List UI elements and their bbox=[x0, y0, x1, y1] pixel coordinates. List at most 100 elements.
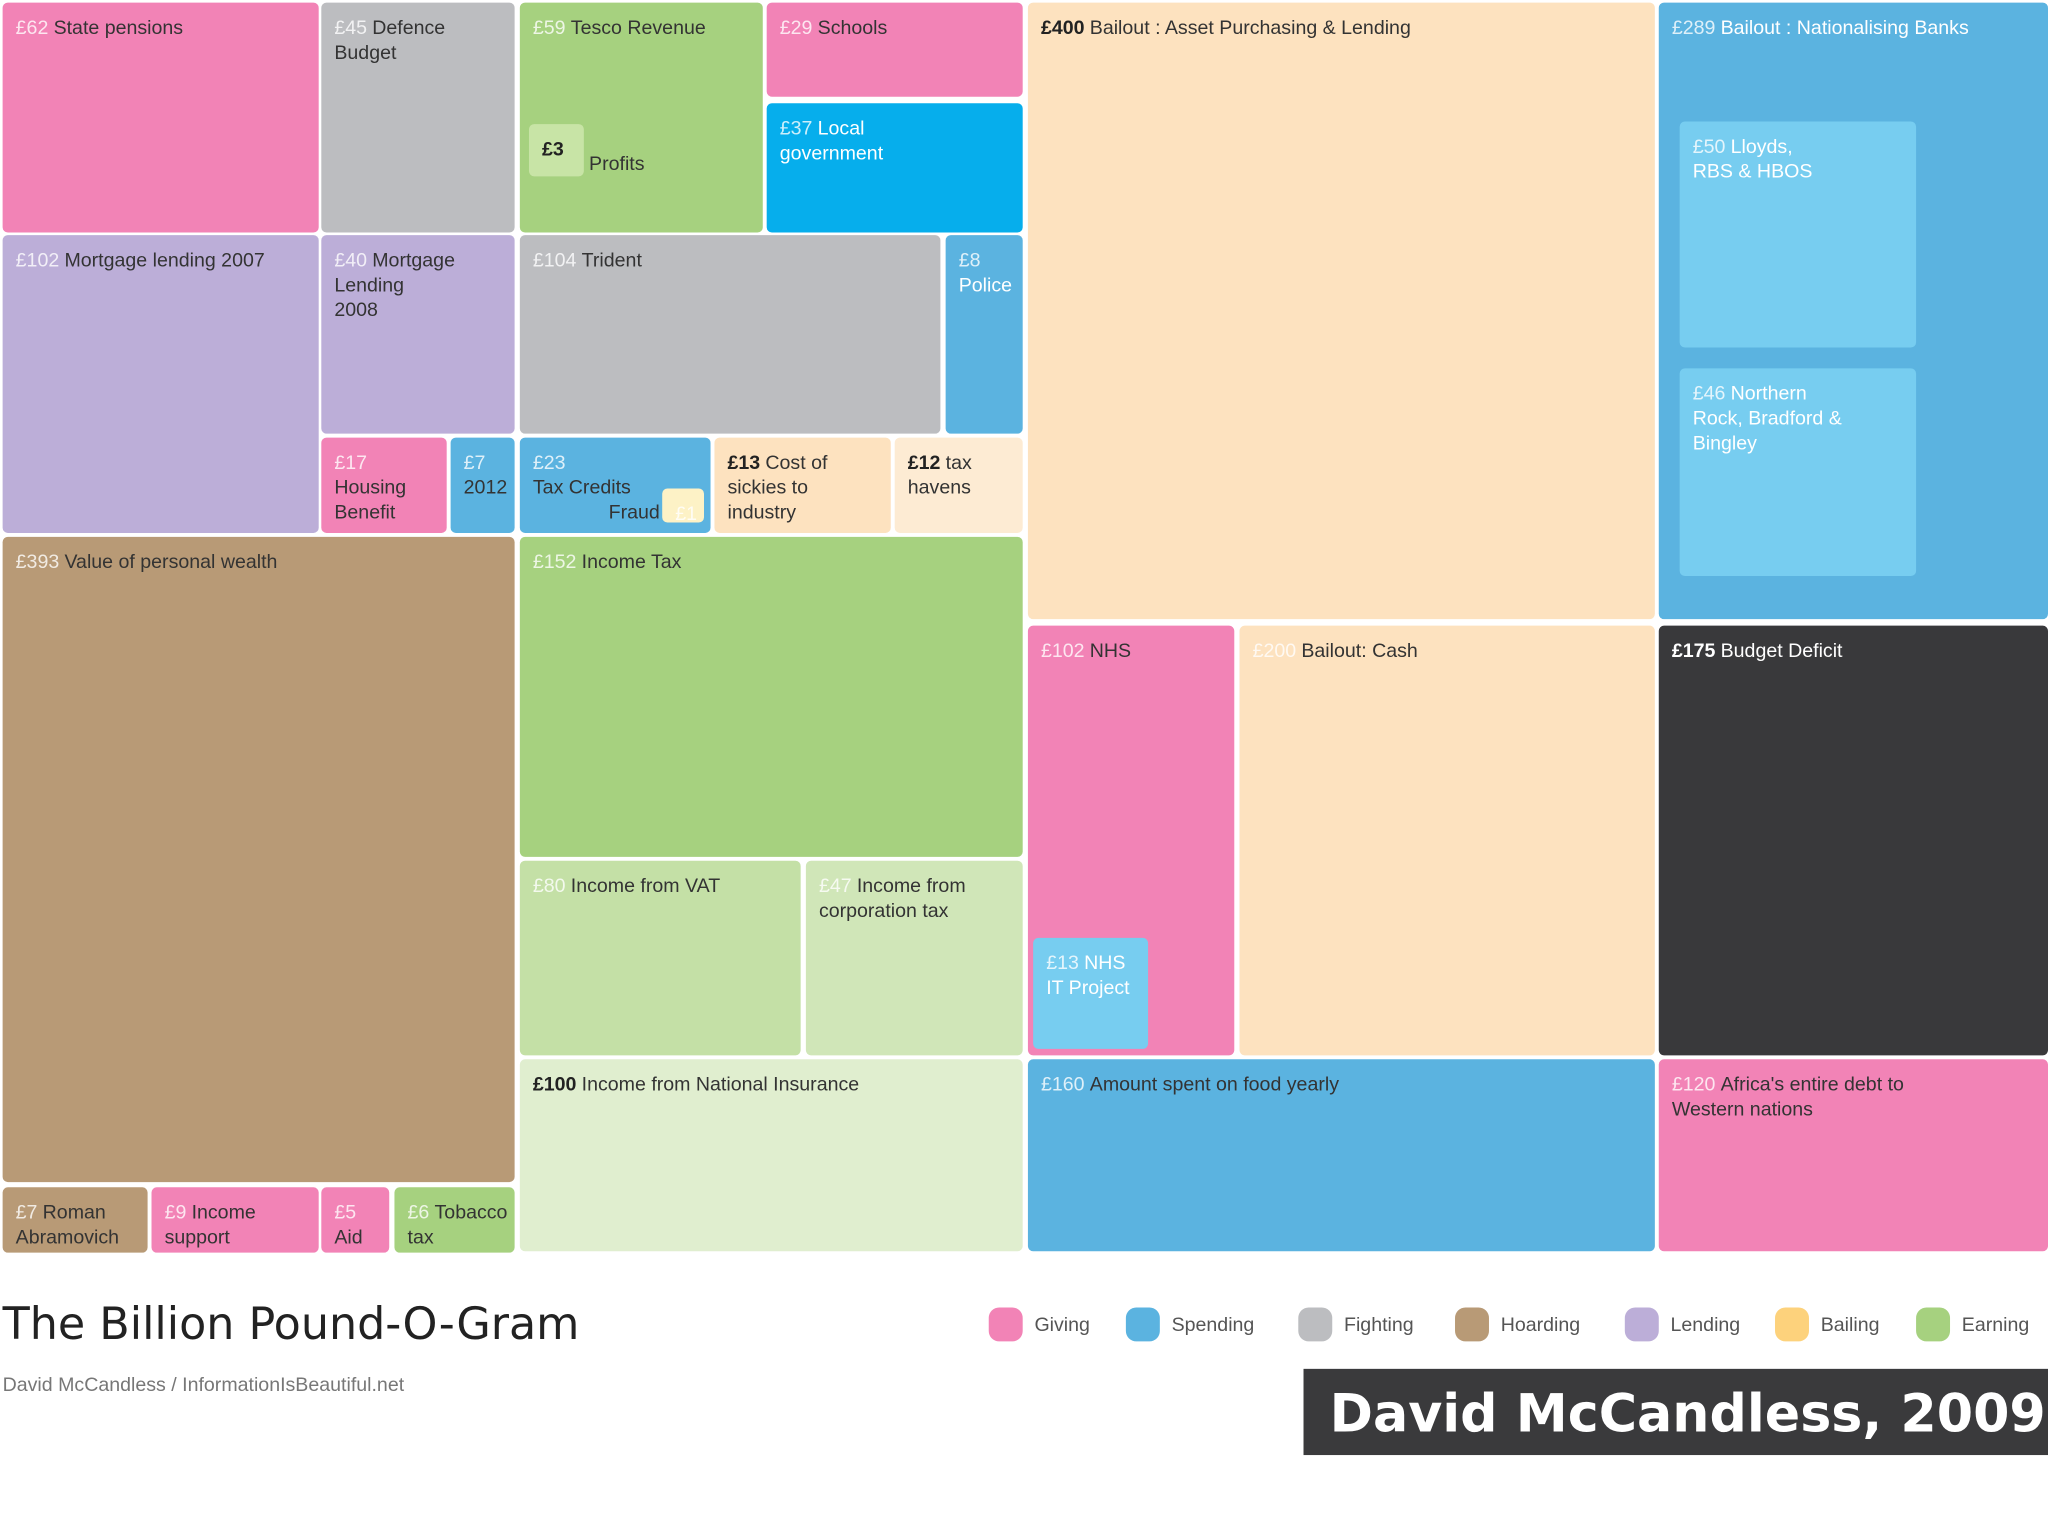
label: Schools bbox=[818, 17, 888, 39]
block-label: £12 tax bbox=[908, 452, 972, 474]
amount: £8 bbox=[959, 249, 981, 271]
label: Profits bbox=[589, 153, 645, 175]
label: Mortgage bbox=[372, 249, 455, 271]
legend-label: Giving bbox=[1034, 1314, 1090, 1336]
block-label: £80 Income from VAT bbox=[533, 875, 720, 897]
block-group: £7 2012 bbox=[450, 437, 515, 533]
byline: David McCandless / InformationIsBeautifu… bbox=[3, 1374, 405, 1396]
label: Abramovich bbox=[16, 1226, 119, 1248]
label: Tesco Revenue bbox=[571, 17, 706, 39]
amount: £152 bbox=[533, 551, 577, 573]
block bbox=[945, 235, 1023, 434]
label: corporation tax bbox=[819, 900, 949, 922]
block bbox=[1027, 1059, 1655, 1252]
label: Value of personal wealth bbox=[64, 551, 277, 573]
sub-block bbox=[662, 488, 704, 523]
amount: £5 bbox=[334, 1202, 356, 1224]
block bbox=[1658, 625, 2048, 1056]
block bbox=[2, 2, 319, 233]
block-group: £104 Trident bbox=[519, 235, 941, 434]
block-label: £104 Trident bbox=[533, 249, 643, 271]
label: Bailout : Nationalising Banks bbox=[1721, 17, 1969, 39]
legend-swatch bbox=[1455, 1307, 1489, 1342]
label: Bailout : Asset Purchasing & Lending bbox=[1090, 17, 1411, 39]
block bbox=[2, 536, 515, 1183]
label: support bbox=[165, 1226, 231, 1248]
block-label: £29 Schools bbox=[780, 17, 888, 39]
label: IT Project bbox=[1046, 977, 1130, 999]
sub-block bbox=[1679, 368, 1917, 577]
amount: £62 bbox=[16, 17, 49, 39]
block-group: £62 State pensions bbox=[2, 2, 319, 233]
block bbox=[1027, 2, 1655, 620]
legend-swatch bbox=[1298, 1307, 1333, 1342]
block bbox=[151, 1187, 319, 1253]
block-label: £400 Bailout : Asset Purchasing & Lending bbox=[1041, 17, 1411, 39]
label: 2008 bbox=[334, 299, 378, 321]
block bbox=[321, 235, 515, 434]
block bbox=[2, 1187, 148, 1253]
legend-label: Fighting bbox=[1344, 1314, 1414, 1336]
label: Budget bbox=[334, 42, 397, 64]
amount: £23 bbox=[533, 452, 566, 474]
legend-label: Hoarding bbox=[1501, 1314, 1580, 1336]
amount: £13 bbox=[1046, 952, 1079, 974]
block-group: £100 Income from National Insurance bbox=[519, 1059, 1023, 1252]
block-label: £23 bbox=[533, 452, 566, 474]
block bbox=[519, 1059, 1023, 1252]
block-label: £175 Budget Deficit bbox=[1672, 640, 1843, 662]
block-label: £50 Lloyds, bbox=[1693, 136, 1793, 158]
label: RBS & HBOS bbox=[1693, 161, 1813, 183]
block-label: £152 Income Tax bbox=[533, 551, 682, 573]
label: Lloyds, bbox=[1731, 136, 1793, 158]
label: Cost of bbox=[765, 452, 828, 474]
label: State pensions bbox=[54, 17, 184, 39]
block bbox=[321, 2, 515, 233]
credit-box bbox=[1303, 1368, 2048, 1456]
label: Rock, Bradford & bbox=[1693, 408, 1842, 430]
amount: £47 bbox=[819, 875, 852, 897]
legend-swatch bbox=[988, 1307, 1023, 1342]
label: sickies to bbox=[728, 477, 809, 499]
label: Income Tax bbox=[582, 551, 682, 573]
block bbox=[321, 1187, 390, 1253]
label: Roman bbox=[43, 1202, 106, 1224]
legend-swatch bbox=[1916, 1307, 1951, 1342]
sub-block bbox=[528, 124, 584, 177]
label: Tobacco bbox=[435, 1202, 508, 1224]
block-label: £13 NHS bbox=[1046, 952, 1125, 974]
label: Police bbox=[959, 274, 1012, 296]
block-label: £7 Roman bbox=[16, 1202, 106, 1224]
label: Income from National Insurance bbox=[582, 1074, 860, 1096]
amount: £37 bbox=[780, 118, 813, 140]
amount: £102 bbox=[1041, 640, 1085, 662]
label: NHS bbox=[1084, 952, 1125, 974]
amount: £17 bbox=[334, 452, 367, 474]
label: 2012 bbox=[464, 477, 508, 499]
block bbox=[766, 103, 1023, 233]
legend-label: Earning bbox=[1962, 1314, 2029, 1336]
block-group: £289 Bailout : Nationalising Banks £50 Lloy… bbox=[1658, 2, 2048, 620]
block-group: £47 Income from corporation tax bbox=[805, 860, 1023, 1056]
block-label: £45 Defence bbox=[334, 17, 445, 39]
legend-label: Spending bbox=[1172, 1314, 1255, 1336]
block-group: £152 Income Tax bbox=[519, 536, 1023, 857]
amount: £12 bbox=[908, 452, 941, 474]
label: Budget Deficit bbox=[1721, 640, 1843, 662]
label: Northern bbox=[1731, 383, 1807, 405]
block-label: £120 Africa's entire debt to bbox=[1672, 1074, 1904, 1096]
block bbox=[2, 235, 319, 533]
label: Aid bbox=[334, 1226, 362, 1248]
amount: £50 bbox=[1693, 136, 1726, 158]
block-group: £400 Bailout : Asset Purchasing & Lending bbox=[1027, 2, 1655, 620]
block-group: £12 tax havens bbox=[894, 437, 1023, 533]
block bbox=[894, 437, 1023, 533]
block-group: £393 Value of personal wealth bbox=[2, 536, 515, 1183]
block-label: £200 Bailout: Cash bbox=[1253, 640, 1418, 662]
block-label: £46 Northern bbox=[1693, 383, 1807, 405]
legend-swatch bbox=[1775, 1307, 1809, 1342]
block-group: £102 NHS£13 NHS IT Project bbox=[1027, 625, 1235, 1056]
